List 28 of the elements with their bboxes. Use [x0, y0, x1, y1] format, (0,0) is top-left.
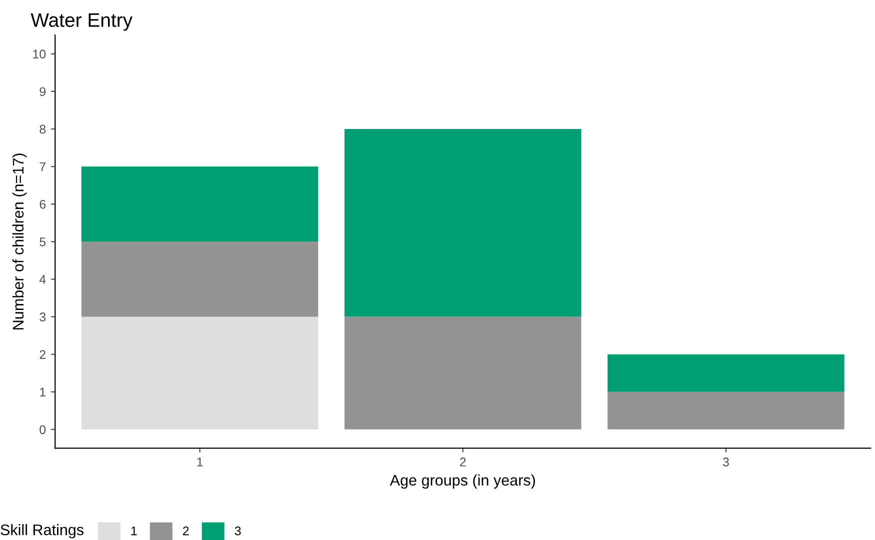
y-tick-label: 1: [40, 388, 46, 396]
legend-title: Skill Ratings: [0, 524, 84, 538]
legend-label: 2: [183, 526, 189, 536]
y-tick-label: 0: [40, 425, 46, 434]
legend-label: 1: [131, 526, 137, 536]
bar: [81, 316, 318, 430]
y-tick-label: 4: [39, 275, 46, 284]
y-axis-title: Number of children (n=17): [12, 154, 27, 330]
bar: [81, 166, 318, 242]
chart-title: Water Entry: [30, 13, 133, 31]
y-tick-label: 2: [40, 350, 46, 359]
bar: [81, 242, 318, 317]
x-tick-label: 3: [722, 458, 729, 466]
y-tick-label: 3: [40, 312, 46, 322]
bar: [608, 392, 844, 430]
bar: [608, 354, 844, 392]
legend-label: 3: [234, 526, 241, 536]
x-tick-label: 1: [197, 458, 203, 466]
y-tick-label: 7: [40, 162, 46, 172]
bar: [344, 128, 582, 317]
bar: [344, 316, 582, 430]
x-tick-label: 2: [460, 458, 466, 466]
y-tick-label: 6: [40, 200, 46, 209]
y-tick-label: 8: [40, 124, 46, 134]
y-tick-label: 5: [40, 238, 46, 246]
y-tick-label: 9: [40, 87, 46, 96]
x-axis-title: Age groups (in years): [390, 474, 535, 489]
y-tick-label: 10: [33, 50, 46, 59]
